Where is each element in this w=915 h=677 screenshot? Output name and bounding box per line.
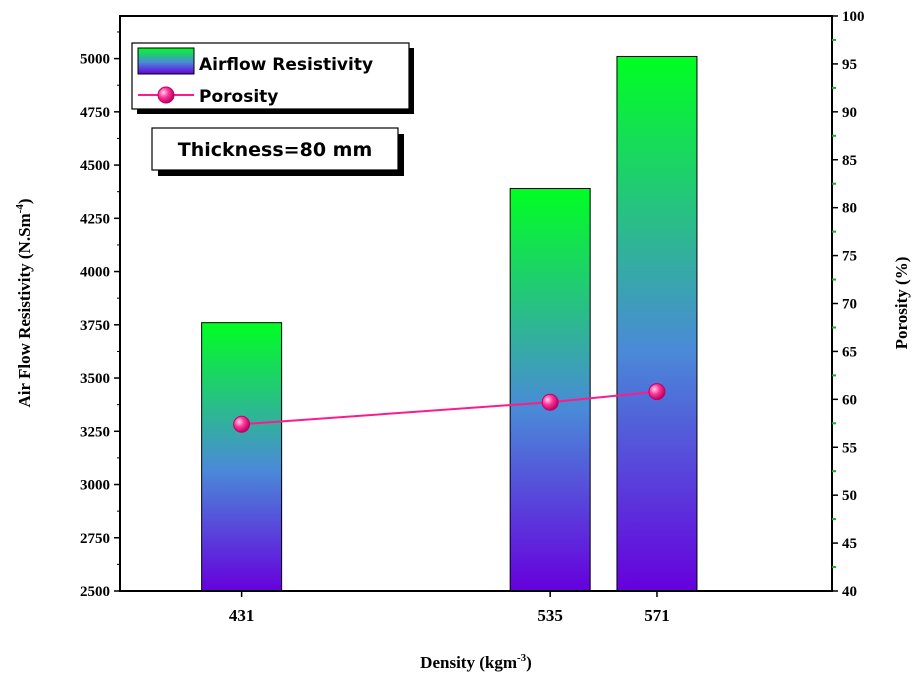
- bar-571: [616, 55, 698, 592]
- left-tick-label: 2500: [80, 584, 110, 600]
- left-tick-label: 4000: [80, 265, 110, 281]
- legend-label-airflow: Airflow Resistivity: [199, 55, 373, 75]
- legend-label-porosity: Porosity: [199, 87, 278, 107]
- left-axis: 2500 2750 3000 3250 3500 3750 4000 4250 4500 4750…: [80, 31, 120, 600]
- legend: Airflow Resistivity Porosity: [131, 42, 414, 114]
- right-tick-label: 60: [842, 392, 857, 408]
- left-tick-label: 2750: [80, 531, 110, 547]
- right-tick-label: 70: [842, 297, 857, 313]
- bar-535: [509, 188, 591, 592]
- right-tick-label: 55: [842, 440, 857, 456]
- right-tick-label: 85: [842, 153, 857, 169]
- left-tick-label: 5000: [80, 52, 110, 68]
- x-axis: 431 535 571: [229, 591, 670, 625]
- right-tick-label: 95: [842, 57, 857, 73]
- thickness-annotation: Thickness=80 mm: [151, 127, 404, 176]
- right-tick-label: 90: [842, 105, 857, 121]
- porosity-point-431: [233, 415, 251, 433]
- x-tick-label: 571: [644, 606, 670, 625]
- legend-box: [131, 42, 410, 110]
- right-axis: 40 45 50 55 60 65 70 75 80 85 90 95 100: [832, 9, 865, 600]
- left-tick-label: 3500: [80, 371, 110, 387]
- bar-431: [201, 322, 283, 592]
- left-tick-label: 4250: [80, 211, 110, 227]
- right-tick-label: 40: [842, 584, 857, 600]
- right-tick-label: 80: [842, 201, 857, 217]
- annotation-box: [151, 127, 399, 171]
- left-tick-label: 4750: [80, 105, 110, 121]
- right-tick-label: 75: [842, 249, 857, 265]
- right-tick-label: 50: [842, 488, 857, 504]
- legend-marker-swatch: [157, 86, 175, 104]
- porosity-point-571: [648, 383, 666, 401]
- porosity-line-layer: [233, 383, 666, 433]
- x-tick-label: 535: [537, 606, 563, 625]
- left-axis-title: Air Flow Resistivity (N.Sm-4): [14, 198, 34, 407]
- left-tick-label: 3250: [80, 424, 110, 440]
- right-tick-label: 100: [842, 9, 865, 25]
- annotation-text: Thickness=80 mm: [178, 139, 373, 161]
- legend-bar-swatch: [137, 47, 195, 75]
- right-axis-title: Porosity (%): [892, 257, 911, 350]
- x-axis-title: Density (kgm-3): [420, 652, 532, 672]
- bars-layer: [201, 55, 698, 592]
- right-tick-label: 45: [842, 536, 857, 552]
- right-tick-label: 65: [842, 344, 857, 360]
- left-tick-label: 3750: [80, 318, 110, 334]
- porosity-point-535: [541, 393, 559, 411]
- left-tick-label: 4500: [80, 158, 110, 174]
- left-tick-label: 3000: [80, 478, 110, 494]
- porosity-line: [241, 390, 658, 426]
- x-tick-label: 431: [229, 606, 255, 625]
